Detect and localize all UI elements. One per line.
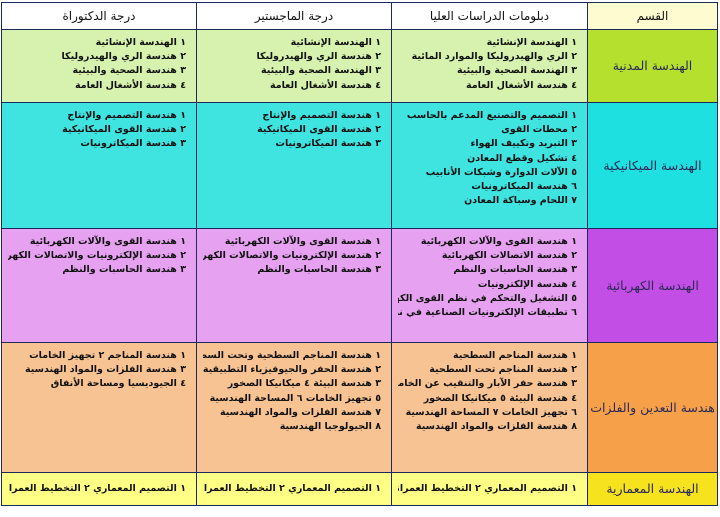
row: الهندسة المعمارية ١ التصميم المعماري ٢ ال…: [1, 472, 718, 506]
phd-cell: ١ هندسة التصميم والإنتاج ٢ هندسة القوى ال…: [1, 102, 197, 229]
program-item: ١ الهندسة الإنشائية: [95, 37, 186, 48]
program-item: ٤ هندسة الأشغال العامة: [74, 79, 186, 91]
program-item: ٤ هندسة الإلكترونيات: [477, 278, 577, 290]
diplomas-cell: ١ هندسة المناجم السطحية ٢ هندسة المناجم ت…: [391, 342, 588, 473]
program-item: ٦ تجهيز الخامات ٧ المساحة الهندسية: [405, 406, 577, 418]
program-item: ٨ الجيولوجيا الهندسية: [279, 421, 381, 433]
programs-table: القسم دبلومات الدراسات العليا درجة الماج…: [1, 2, 718, 506]
program-item: ٣ هندسة الحاسبات والنظم: [257, 264, 381, 276]
program-item: ٣ هندسة الفلزات والمواد الهندسية: [25, 364, 186, 376]
program-item: ١ هندسة المناجم السطحية: [453, 350, 577, 361]
program-item: ٣ الهندسة الصحية والبيئية: [261, 65, 381, 77]
phd-cell: ١ هندسة القوى والآلات الكهربائية ٢ هندسة …: [1, 228, 197, 343]
program-item: ١ هندسة المناجم السطحية وتحت السطحية: [203, 350, 381, 361]
masters-cell: ١ هندسة المناجم السطحية وتحت السطحية ٢ هن…: [196, 342, 392, 473]
program-item: ٣ الهندسة الصحية والبيئية: [457, 65, 577, 77]
program-item: ٢ هندسة الإلكترونيات والاتصالات الكهربائ…: [8, 250, 186, 262]
masters-cell: ١ الهندسة الإنشائية ٢ هندسة الري والهيدرو…: [196, 29, 392, 103]
program-item: ١ الهندسة الإنشائية: [486, 37, 577, 48]
program-item: ١ التصميم المعماري ٢ التخطيط العمراني: [398, 482, 577, 494]
program-item: ٣ هندسة البيئة ٤ ميكانيكا الصخور: [227, 378, 381, 390]
program-item: ٣ التبريد وتكييف الهواء: [470, 138, 577, 150]
header-row: القسم دبلومات الدراسات العليا درجة الماج…: [1, 2, 718, 30]
program-item: ١ التصميم والتصنيع المدعم بالحاسب: [406, 110, 577, 121]
phd-cell: ١ التصميم المعماري ٢ التخطيط العمراني: [1, 472, 197, 506]
masters-cell: ١ هندسة القوى والآلات الكهربائية ٢ هندسة …: [196, 228, 392, 343]
program-item: ٤ هندسة البيئة ٥ ميكانيكا الصخور: [423, 392, 577, 404]
header-cell: دبلومات الدراسات العليا: [391, 2, 588, 30]
phd-cell: ١ الهندسة الإنشائية ٢ هندسة الري والهيدرو…: [1, 29, 197, 103]
program-item: ٢ محطات القوى: [501, 124, 577, 136]
program-item: ٢ هندسة القوى الميكانيكية: [62, 124, 186, 136]
program-item: ٢ هندسة الري والهيدروليكا: [61, 51, 186, 63]
program-item: ٣ هندسة الحاسبات والنظم: [62, 264, 186, 276]
phd-cell: ١ هندسة المناجم ٢ تجهيز الخامات ٣ هندسة ا…: [1, 342, 197, 473]
program-item: ٣ هندسة الميكاترونيات: [80, 138, 186, 150]
program-item: ٨ هندسة الفلزات والمواد الهندسية: [416, 421, 577, 433]
program-item: ٢ الري والهيدروليكا والموارد المائية: [411, 51, 577, 63]
program-item: ٣ هندسة الصحية والبيئية: [72, 65, 186, 77]
department-cell: الهندسة المدنية: [587, 29, 718, 103]
row: الهندسة المدنية ١ الهندسة الإنشائية ٢ الري…: [1, 29, 718, 103]
masters-cell: ١ التصميم المعماري ٢ التخطيط العمراني: [196, 472, 392, 506]
program-item: ٢ هندسة المناجم تحت السطحية: [429, 364, 577, 376]
program-item: ٣ هندسة الميكاترونيات: [275, 138, 381, 150]
row: الهندسة الميكانيكية ١ التصميم والتصنيع ال…: [1, 102, 718, 229]
program-item: ٤ هندسة الأشغال العامة: [269, 79, 381, 91]
program-item: ١ هندسة القوى والآلات الكهربائية: [224, 236, 381, 247]
program-item: ٥ التشغيل والتحكم في نظم القوى الكهربائي…: [398, 292, 577, 304]
diplomas-cell: ١ التصميم المعماري ٢ التخطيط العمراني: [391, 472, 588, 506]
program-item: ١ هندسة القوى والآلات الكهربائية: [420, 236, 577, 247]
department-cell: الهندسة الميكانيكية: [587, 102, 718, 229]
program-item: ٣ هندسة الحاسبات والنظم: [453, 264, 577, 276]
program-item: ١ الهندسة الإنشائية: [290, 37, 381, 48]
program-item: ٦ تطبيقات الإلكترونيات الصناعية في نظم ا…: [398, 307, 577, 319]
program-item: ٣ هندسة حفر الآبار والتنقيب عن الخامات: [398, 378, 577, 390]
program-item: ١ هندسة القوى والآلات الكهربائية: [29, 236, 186, 247]
program-item: ١ هندسة التصميم والإنتاج: [262, 110, 381, 121]
header-cell: القسم: [587, 2, 718, 30]
program-item: ٥ تجهيز الخامات ٦ المساحة الهندسية: [209, 392, 381, 404]
program-item: ٤ تشكيل وقطع المعادن: [467, 152, 577, 164]
program-item: ٥ الآلات الدوارة وشبكات الأنابيب: [425, 166, 577, 178]
department-cell: هندسة التعدين والفلزات: [587, 342, 718, 473]
program-item: ١ التصميم المعماري ٢ التخطيط العمراني: [8, 482, 186, 494]
table-body: الهندسة المدنية ١ الهندسة الإنشائية ٢ الري…: [1, 29, 718, 506]
department-cell: الهندسة المعمارية: [587, 472, 718, 506]
program-item: ٧ اللحام وسباكة المعادن: [464, 195, 577, 207]
program-item: ١ هندسة التصميم والإنتاج: [67, 110, 186, 121]
program-item: ٧ هندسة الفلزات والمواد الهندسية: [220, 406, 381, 418]
program-item: ٢ هندسة الاتصالات الكهربائية: [441, 250, 577, 262]
diplomas-cell: ١ هندسة القوى والآلات الكهربائية ٢ هندسة …: [391, 228, 588, 343]
program-item: ٢ هندسة القوى الميكانيكية: [257, 124, 381, 136]
program-item: ٤ الجيوديسيا ومساحة الأنفاق: [50, 378, 186, 390]
program-item: ٤ هندسة الأشغال العامة: [465, 79, 577, 91]
program-item: ٢ هندسة الحفر والجيوفيزياء التطبيقية: [203, 364, 381, 376]
header-cell: درجة الماجستير: [196, 2, 392, 30]
row: الهندسة الكهربائية ١ هندسة القوى والآلات …: [1, 228, 718, 343]
program-item: ١ هندسة المناجم ٢ تجهيز الخامات: [29, 350, 186, 361]
program-item: ٢ هندسة الري والهيدروليكا: [256, 51, 381, 63]
diplomas-cell: ١ التصميم والتصنيع المدعم بالحاسب ٢ محطات…: [391, 102, 588, 229]
diplomas-cell: ١ الهندسة الإنشائية ٢ الري والهيدروليكا و…: [391, 29, 588, 103]
department-cell: الهندسة الكهربائية: [587, 228, 718, 343]
header-cell: درجة الدكتوراة: [1, 2, 197, 30]
program-item: ٢ هندسة الإلكترونيات والاتصالات الكهربائ…: [203, 250, 381, 262]
program-item: ١ التصميم المعماري ٢ التخطيط العمراني: [203, 482, 381, 494]
row: هندسة التعدين والفلزات ١ هندسة المناجم ال…: [1, 342, 718, 473]
program-item: ٦ هندسة الميكاترونيات: [471, 181, 577, 193]
masters-cell: ١ هندسة التصميم والإنتاج ٢ هندسة القوى ال…: [196, 102, 392, 229]
